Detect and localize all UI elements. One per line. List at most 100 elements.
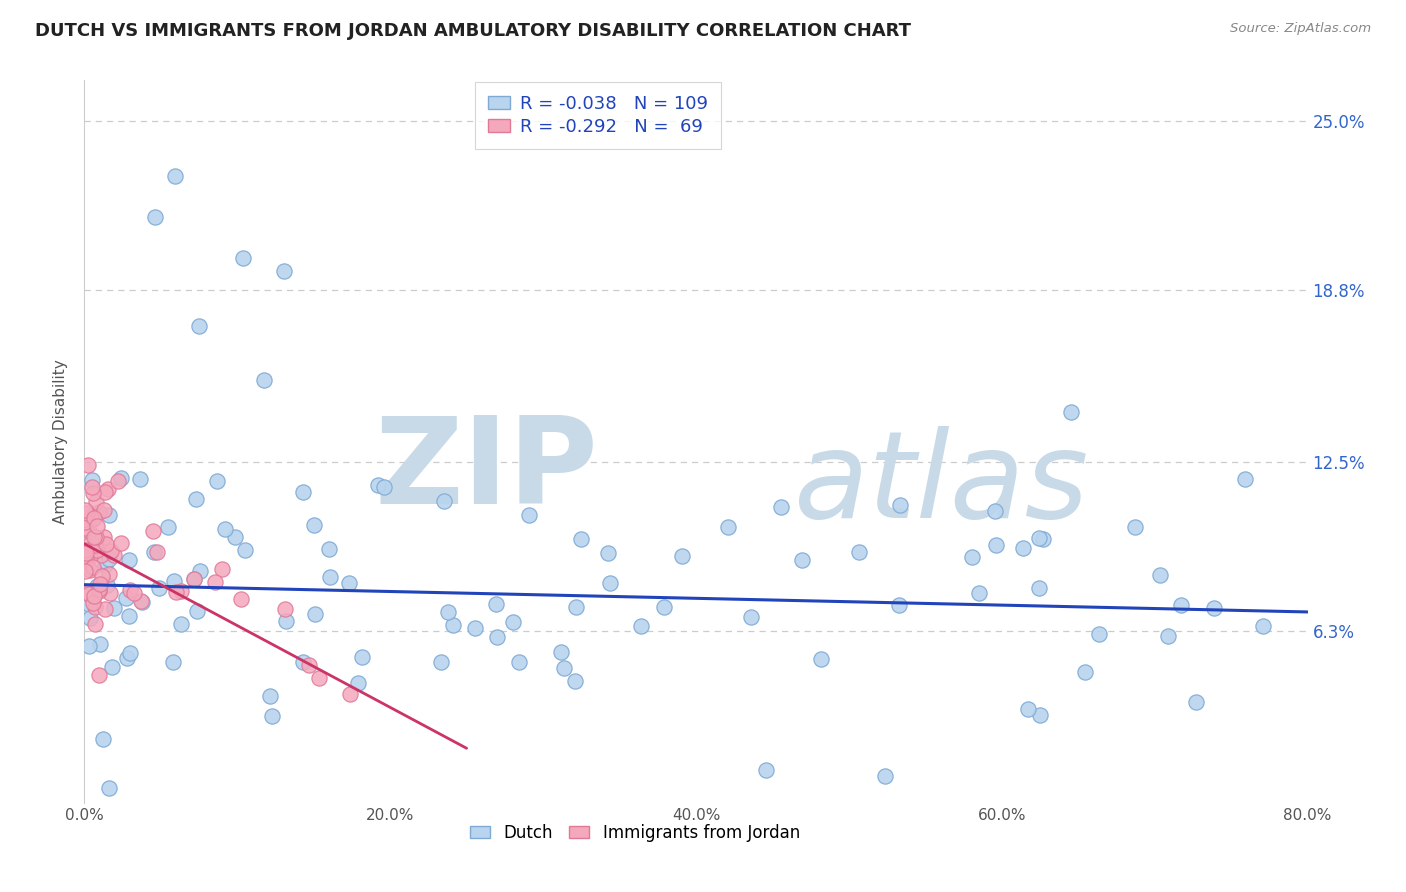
Point [1234,472,1257,486]
Point [118,582,141,597]
Point [77,639,100,653]
Point [75,564,97,578]
Point [77,458,100,472]
Point [118,646,141,660]
Point [262,709,284,723]
Point [118,552,141,566]
Point [84,538,107,552]
Point [291,485,314,500]
Point [143,210,166,224]
Point [564,600,586,615]
Point [94,554,117,568]
Point [142,524,165,538]
Point [77,587,100,601]
Point [98,551,121,566]
Point [346,676,368,690]
Point [276,614,298,628]
Point [224,529,246,543]
Point [550,645,572,659]
Point [110,535,132,549]
Point [75,515,97,529]
Point [1060,405,1083,419]
Point [89,582,111,597]
Point [103,600,125,615]
Point [84,529,107,543]
Point [740,610,762,624]
Point [79,549,101,564]
Text: Source: ZipAtlas.com: Source: ZipAtlas.com [1230,22,1371,36]
Point [298,658,321,673]
Point [339,687,361,701]
Point [186,604,208,618]
Point [1011,541,1033,556]
Point [1017,702,1039,716]
Point [86,543,108,558]
Point [253,373,276,387]
Point [599,575,621,590]
Point [79,611,101,625]
Point [100,660,122,674]
Point [75,543,97,558]
Point [553,661,575,675]
Point [82,486,104,500]
Point [82,512,104,526]
Point [1123,520,1146,534]
Point [91,569,114,583]
Point [84,494,107,508]
Point [89,637,111,651]
Point [769,500,792,515]
Point [984,504,1007,518]
Point [214,522,236,536]
Point [204,575,226,590]
Point [508,655,530,669]
Point [163,574,186,588]
Text: ZIP: ZIP [374,412,598,529]
Point [184,491,207,506]
Point [77,598,100,612]
Point [86,519,108,533]
Point [84,617,107,632]
Point [848,545,870,559]
Point [1032,532,1054,546]
Point [1088,626,1111,640]
Point [183,572,205,586]
Point [717,519,740,533]
Point [98,566,121,581]
Point [1170,598,1192,612]
Point [889,498,911,512]
Point [115,591,138,606]
Point [89,583,111,598]
Point [93,503,115,517]
Point [304,607,326,622]
Point [131,595,153,609]
Point [83,530,105,544]
Point [75,546,97,560]
Point [1149,568,1171,582]
Point [98,586,121,600]
Point [433,494,456,508]
Point [76,586,98,600]
Point [1074,665,1097,680]
Point [231,592,253,607]
Point [118,608,141,623]
Point [129,472,152,486]
Point [82,596,104,610]
Point [91,732,114,747]
Point [1253,618,1275,632]
Point [308,671,330,685]
Point [156,520,179,534]
Point [207,474,229,488]
Point [430,655,453,669]
Point [373,480,395,494]
Point [87,505,110,519]
Point [304,517,326,532]
Point [170,584,193,599]
Point [115,650,138,665]
Point [1156,629,1178,643]
Point [1184,695,1206,709]
Point [273,264,295,278]
Point [82,541,104,556]
Point [437,605,460,619]
Point [1028,531,1050,545]
Point [83,600,105,615]
